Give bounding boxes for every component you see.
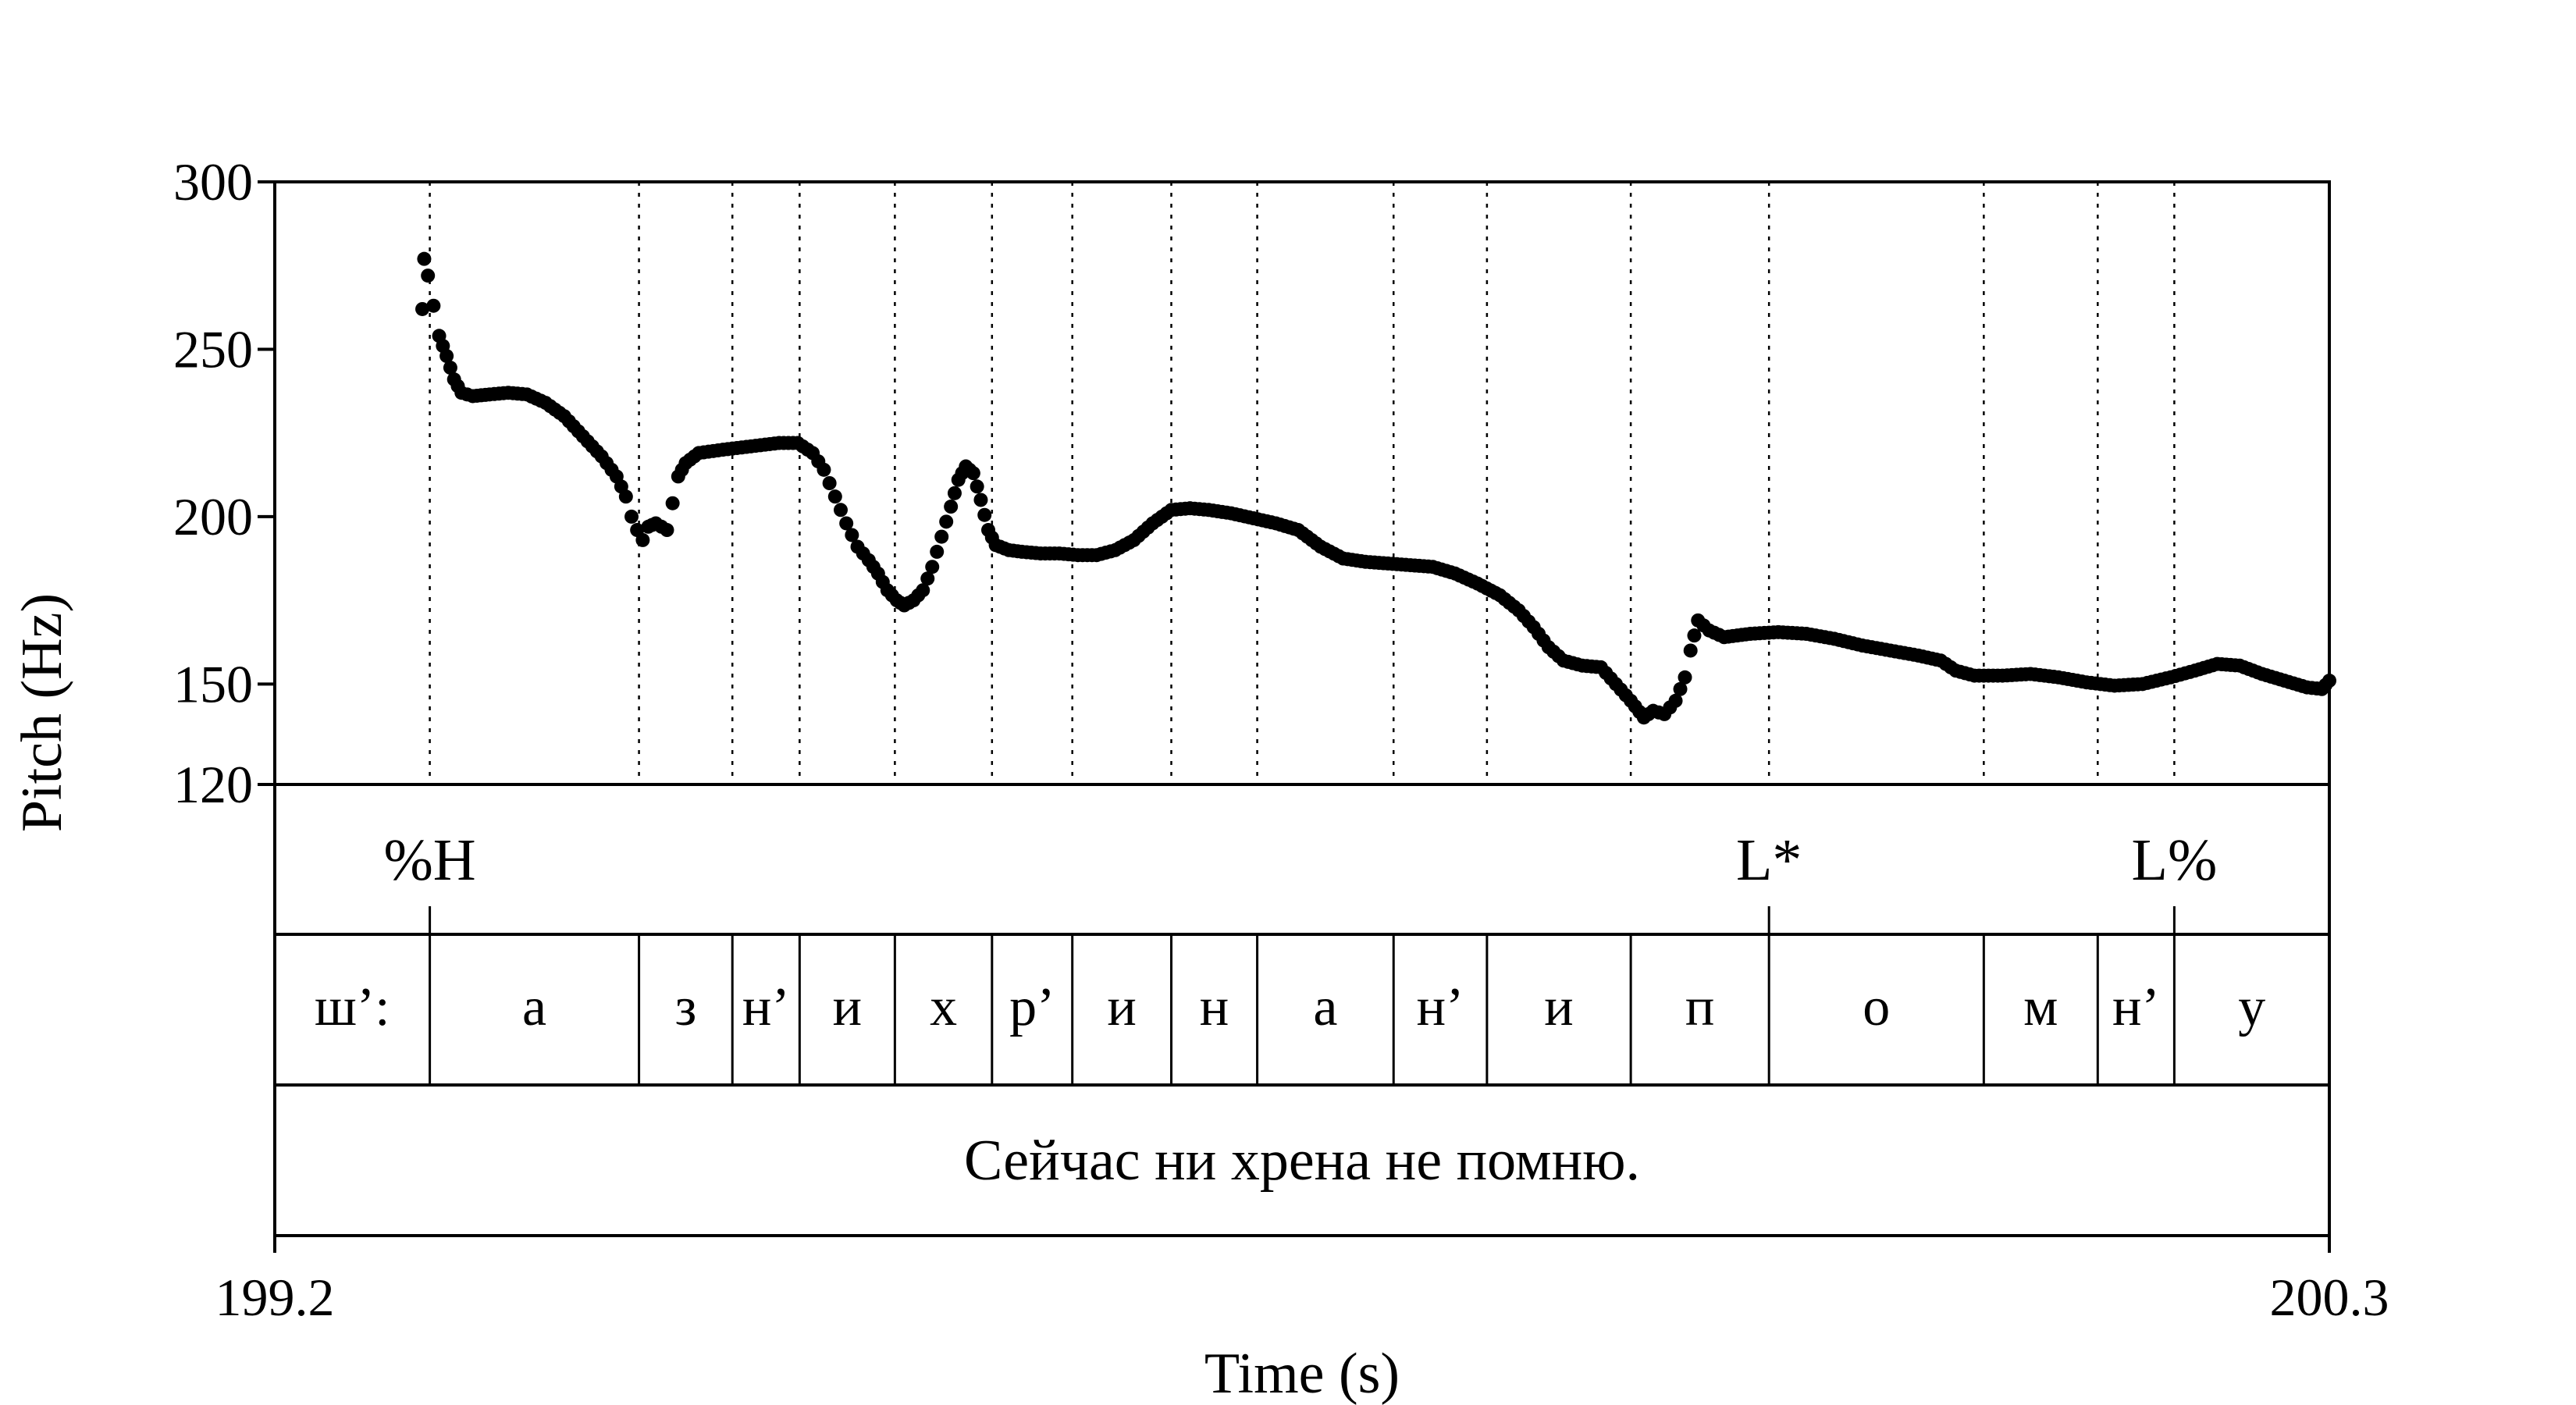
segment-label-1: а: [522, 977, 546, 1037]
pitch-point: [415, 301, 430, 316]
pitch-point: [947, 486, 962, 500]
pitch-point: [1668, 693, 1683, 708]
pitch-point: [426, 298, 441, 313]
pitch-point: [665, 496, 680, 510]
pitch-point: [934, 529, 949, 544]
tone-label-1: L*: [1736, 827, 1802, 893]
pitch-point: [421, 269, 436, 283]
segment-label-12: п: [1685, 977, 1714, 1037]
segment-label-10: н’: [1417, 977, 1464, 1037]
y-tick-label-300: 300: [173, 152, 253, 212]
segment-label-13: о: [1863, 977, 1890, 1037]
pitch-point: [443, 361, 457, 375]
segment-tier: ш’: а з н’ и х р’ и н а н’ и п о м н’ у: [315, 934, 2265, 1085]
pitch-point: [845, 528, 859, 542]
segment-label-4: и: [833, 977, 862, 1037]
segment-label-11: и: [1544, 977, 1573, 1037]
y-axis: 120 150 200 250 300: [173, 152, 275, 814]
y-tick-label-200: 200: [173, 487, 253, 546]
plot-frame: [273, 180, 2331, 1237]
pitch-point: [966, 466, 980, 481]
pitch-point: [970, 479, 984, 494]
pitch-point: [624, 509, 639, 524]
pitch-point: [1687, 628, 1702, 643]
pitch-point: [944, 500, 959, 514]
pitch-point: [973, 493, 988, 507]
pitch-point: [822, 476, 837, 490]
segment-label-8: н: [1200, 977, 1229, 1037]
pitch-point: [817, 462, 831, 477]
pitch-point: [417, 251, 432, 266]
figure-frame: [273, 180, 2331, 1237]
y-tick-label-120: 120: [173, 755, 253, 814]
segment-label-5: х: [930, 977, 957, 1037]
pitch-point: [839, 516, 854, 531]
pitch-track: [415, 251, 2336, 725]
pitch-point: [920, 571, 935, 586]
pitch-point: [635, 532, 650, 547]
segment-boundary-lines: [429, 182, 2176, 784]
pitch-point: [439, 349, 454, 364]
x-axis: 199.2 200.3: [215, 1236, 2389, 1327]
segment-label-3: н’: [742, 977, 790, 1037]
sentence-label: Сейчас ни хрена не помню.: [964, 1129, 1640, 1193]
segment-label-7: и: [1107, 977, 1136, 1037]
x-tick-label-0: 199.2: [215, 1268, 335, 1327]
y-tick-label-150: 150: [173, 654, 253, 713]
pitch-point: [827, 489, 842, 504]
pitch-point: [916, 583, 930, 598]
segment-label-15: н’: [2112, 977, 2160, 1037]
segment-label-2: з: [675, 977, 697, 1037]
pitch-point: [1678, 670, 1692, 685]
pitch-point: [618, 489, 633, 504]
pitch-point: [977, 507, 992, 522]
pitch-point: [930, 544, 945, 559]
y-axis-title: Pitch (Hz): [10, 593, 74, 832]
pitch-point: [939, 514, 954, 529]
pitch-point: [2322, 674, 2336, 688]
segment-label-14: м: [2023, 977, 2058, 1037]
pitch-point: [660, 523, 674, 538]
y-tick-label-250: 250: [173, 319, 253, 379]
pitch-point: [925, 560, 940, 574]
tone-tier: %H L* L%: [383, 827, 2217, 934]
tone-label-0: %H: [383, 827, 475, 893]
x-tick-label-1: 200.3: [2270, 1268, 2389, 1327]
segment-label-16: у: [2238, 977, 2265, 1037]
segment-label-9: а: [1313, 977, 1337, 1037]
tone-label-2: L%: [2132, 827, 2218, 893]
x-axis-title: Time (s): [1204, 1342, 1400, 1405]
pitch-point: [833, 503, 848, 518]
segment-label-0: ш’:: [315, 977, 390, 1037]
segment-label-6: р’: [1009, 977, 1055, 1037]
pitch-point: [1673, 681, 1688, 696]
pitch-point: [1683, 643, 1698, 658]
